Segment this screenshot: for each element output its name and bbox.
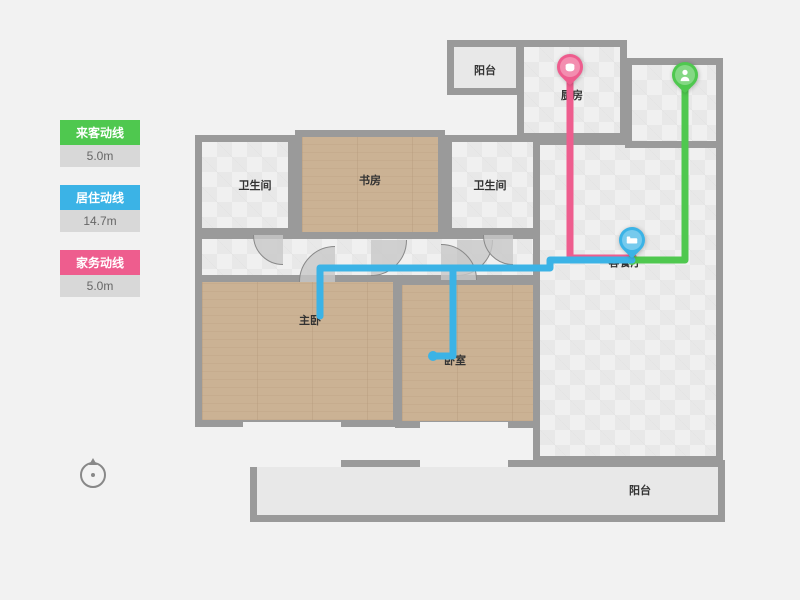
floor-plan: 阳台厨房卫生间书房卫生间客餐厅主卧卧室阳台	[195, 40, 755, 540]
legend-value: 5.0m	[60, 145, 140, 167]
legend-label: 家务动线	[60, 250, 140, 275]
room-label-bath_right: 卫生间	[474, 177, 507, 193]
wall-gap	[243, 422, 341, 467]
legend-value: 5.0m	[60, 275, 140, 297]
room-label-balcony_bottom: 阳台	[629, 482, 651, 498]
interior-wall	[533, 138, 540, 430]
wall-gap	[420, 422, 508, 467]
compass-icon	[75, 455, 111, 491]
room-label-bath_left: 卫生间	[239, 177, 272, 193]
room-label-balcony_top: 阳台	[474, 62, 496, 78]
room-label-bedroom: 卧室	[444, 352, 466, 368]
pot-icon	[560, 57, 580, 77]
room-label-master: 主卧	[299, 312, 321, 328]
room-balcony_bottom	[250, 460, 725, 522]
room-living	[533, 138, 723, 463]
interior-wall	[395, 278, 402, 428]
legend-item-living: 居住动线 14.7m	[60, 185, 140, 232]
bed-icon	[622, 230, 642, 250]
room-bedroom	[395, 278, 540, 428]
room-label-kitchen: 厨房	[561, 87, 583, 103]
legend-item-guest: 来客动线 5.0m	[60, 120, 140, 167]
legend-value: 14.7m	[60, 210, 140, 232]
legend: 来客动线 5.0m 居住动线 14.7m 家务动线 5.0m	[60, 120, 140, 315]
person-icon	[675, 65, 695, 85]
legend-item-chore: 家务动线 5.0m	[60, 250, 140, 297]
room-label-living: 客餐厅	[609, 254, 642, 270]
legend-label: 来客动线	[60, 120, 140, 145]
room-label-study: 书房	[359, 172, 381, 188]
legend-label: 居住动线	[60, 185, 140, 210]
